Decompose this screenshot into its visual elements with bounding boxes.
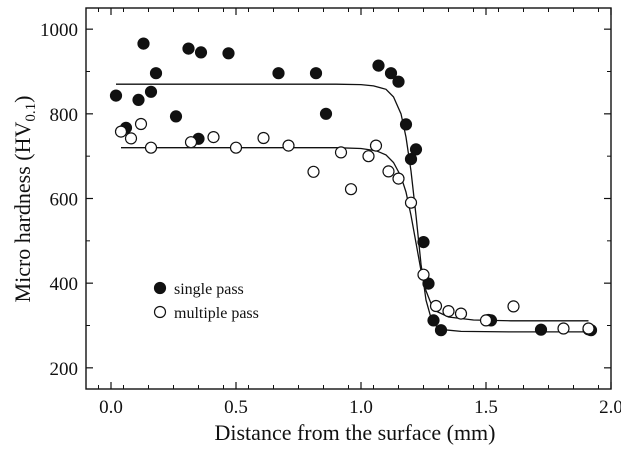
multiple-pass-point bbox=[307, 165, 320, 178]
single-pass-point bbox=[132, 93, 145, 107]
multiple-pass-point bbox=[442, 305, 455, 318]
multiple-pass-point bbox=[184, 136, 198, 149]
multiple-pass-point bbox=[404, 196, 418, 209]
y-tick-label: 800 bbox=[50, 105, 79, 126]
single-pass-point bbox=[194, 46, 208, 59]
multiple-pass-point bbox=[282, 139, 295, 152]
multiple-pass-point bbox=[207, 131, 220, 144]
x-axis-title: Distance from the surface (mm) bbox=[215, 420, 496, 445]
multiple-pass-point bbox=[479, 314, 493, 327]
single-pass-point bbox=[392, 75, 405, 88]
single-pass-point bbox=[319, 107, 333, 120]
multiple-pass-point bbox=[144, 141, 158, 154]
y-axis-title-main: Micro hardness (HV bbox=[10, 122, 35, 303]
multiple-pass-point bbox=[114, 125, 128, 138]
single-pass-point bbox=[434, 324, 448, 337]
data-points bbox=[109, 37, 598, 337]
single-pass-point bbox=[404, 153, 418, 166]
single-pass-point bbox=[409, 143, 423, 156]
axis-tick-labels: 0.0 0.5 1.0 1.5 2.0 200 400 600 800 1000 bbox=[40, 20, 621, 418]
single-pass-point bbox=[417, 236, 430, 249]
x-tick-label: 2.0 bbox=[599, 397, 621, 418]
multiple-pass-point bbox=[134, 117, 148, 131]
multiple-pass-point bbox=[334, 146, 348, 159]
y-axis-title-subscript: 0.1 bbox=[23, 103, 39, 122]
multiple-pass-point bbox=[507, 300, 520, 313]
y-tick-label: 600 bbox=[50, 190, 79, 211]
multiple-pass-point bbox=[557, 322, 570, 335]
single-pass-point bbox=[534, 323, 548, 336]
multiple-pass-point bbox=[344, 183, 358, 196]
legend-marker-single-pass bbox=[153, 281, 167, 295]
multiple-pass-point bbox=[124, 132, 138, 145]
multiple-pass-point bbox=[229, 141, 243, 154]
single-pass-point bbox=[427, 314, 440, 327]
x-tick-label: 0.0 bbox=[99, 397, 123, 418]
x-tick-label: 1.5 bbox=[474, 397, 498, 418]
y-axis-title: Micro hardness (HV0.1) bbox=[10, 96, 39, 303]
single-pass-point bbox=[372, 59, 385, 72]
multiple-pass-point bbox=[454, 307, 468, 320]
single-pass-point bbox=[222, 47, 235, 60]
multiple-pass-point bbox=[417, 268, 430, 281]
axis-ticks bbox=[86, 8, 612, 389]
y-axis-title-close: ) bbox=[10, 96, 35, 103]
multiple-pass-point bbox=[369, 139, 383, 152]
multiple-pass-point bbox=[582, 322, 595, 335]
multiple-pass-point bbox=[362, 150, 375, 163]
single-pass-point bbox=[137, 37, 150, 50]
legend-label-single-pass: single pass bbox=[174, 281, 244, 298]
single-pass-point bbox=[149, 67, 163, 80]
single-pass-point bbox=[384, 67, 398, 80]
y-tick-label: 200 bbox=[50, 359, 79, 380]
legend-label-multiple-pass: multiple pass bbox=[174, 305, 259, 322]
single-pass-point bbox=[399, 118, 413, 131]
single-pass-point bbox=[182, 42, 195, 55]
x-tick-label: 1.0 bbox=[349, 397, 373, 418]
x-tick-label: 0.5 bbox=[224, 397, 248, 418]
multiple-pass-point bbox=[392, 172, 405, 185]
single-pass-point bbox=[169, 110, 183, 123]
multiple-pass-point bbox=[382, 165, 395, 178]
single-pass-point bbox=[272, 67, 285, 80]
y-tick-label: 400 bbox=[50, 274, 79, 295]
single-pass-point bbox=[309, 67, 323, 80]
single-pass-point bbox=[144, 85, 158, 98]
legend-marker-multiple-pass bbox=[153, 305, 167, 319]
single-pass-point bbox=[109, 89, 123, 102]
legend: single pass multiple pass bbox=[153, 281, 259, 322]
multiple-pass-point bbox=[429, 299, 443, 313]
y-tick-label: 1000 bbox=[40, 20, 78, 41]
multiple-pass-point bbox=[257, 131, 270, 145]
